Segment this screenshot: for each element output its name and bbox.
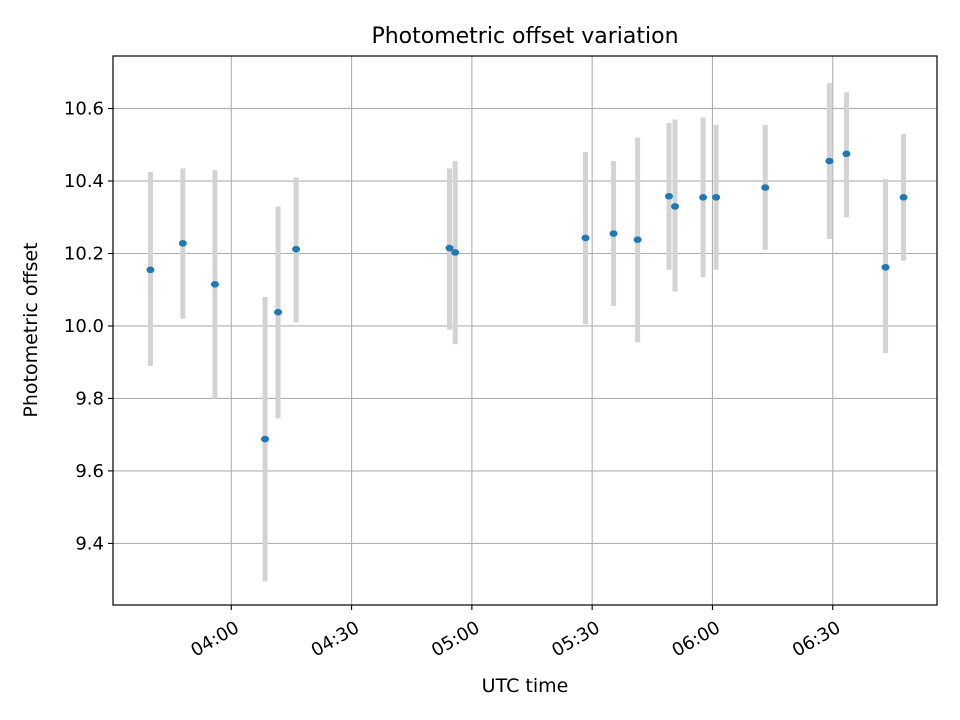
y-tick-label: 9.8 — [75, 388, 104, 409]
data-point — [274, 308, 283, 316]
y-tick-label: 9.6 — [75, 461, 104, 482]
data-points — [146, 150, 908, 443]
data-point — [445, 244, 454, 252]
y-tick-label: 10.0 — [64, 316, 104, 337]
data-point — [899, 194, 908, 201]
y-axis-ticks: 9.4 9.6 9.8 10.0 10.2 10.4 10.6 — [64, 99, 113, 554]
data-point — [261, 435, 270, 443]
data-point — [712, 194, 721, 201]
y-tick-label: 10.4 — [64, 171, 104, 192]
data-point — [178, 240, 187, 247]
data-point — [825, 157, 834, 165]
data-point — [665, 192, 674, 200]
grid — [113, 56, 937, 605]
y-tick-label: 10.6 — [64, 99, 104, 120]
y-tick-label: 9.4 — [75, 533, 104, 554]
data-point — [881, 263, 890, 271]
data-point — [761, 184, 770, 191]
data-point — [671, 203, 680, 210]
y-tick-label: 10.2 — [64, 243, 104, 264]
data-point — [842, 150, 851, 158]
data-point — [633, 236, 642, 244]
data-point — [451, 249, 460, 256]
data-point — [581, 234, 590, 242]
data-point — [609, 230, 618, 237]
data-point — [699, 194, 708, 201]
chart-title: Photometric offset variation — [371, 24, 678, 49]
plot-frame — [112, 55, 938, 606]
x-axis-label: UTC time — [482, 675, 569, 697]
data-point — [292, 245, 301, 253]
y-axis-label: Photometric offset — [20, 242, 42, 417]
data-point — [210, 280, 219, 288]
data-point — [146, 266, 155, 274]
